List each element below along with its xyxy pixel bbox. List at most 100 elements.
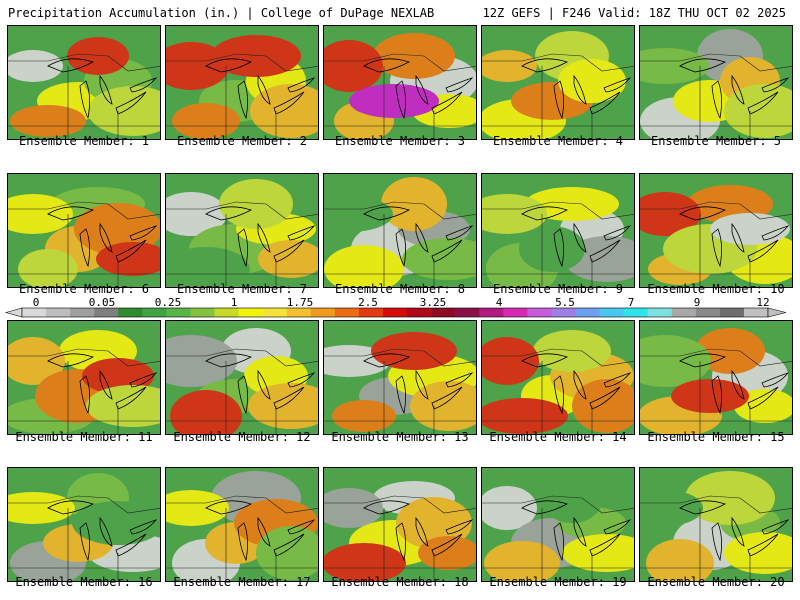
precip-area bbox=[640, 490, 703, 526]
great-lakes-outline bbox=[521, 353, 632, 415]
precip-area bbox=[724, 84, 792, 138]
colorbar-swatch bbox=[647, 308, 673, 317]
great-lakes-outline bbox=[679, 500, 790, 562]
precip-area bbox=[74, 203, 160, 255]
great-lakes-outline bbox=[47, 58, 158, 120]
ensemble-map-panel bbox=[323, 173, 477, 288]
ensemble-member-label: Ensemble Member: 3 bbox=[334, 134, 466, 148]
ensemble-map-panel bbox=[481, 173, 635, 288]
precip-map bbox=[640, 174, 792, 287]
colorbar-swatch bbox=[238, 308, 263, 317]
precip-area bbox=[381, 177, 447, 231]
precip-area bbox=[533, 330, 611, 372]
precip-area bbox=[8, 492, 75, 524]
state-borders bbox=[482, 201, 634, 287]
precip-map bbox=[8, 26, 160, 139]
precip-map bbox=[640, 468, 792, 581]
colorbar-swatch bbox=[479, 308, 504, 317]
colorbar-swatch bbox=[431, 308, 456, 317]
precip-map bbox=[640, 321, 792, 434]
ensemble-map-panel bbox=[481, 467, 635, 582]
ensemble-member-label: Ensemble Member: 14 bbox=[489, 430, 627, 444]
precip-area bbox=[640, 192, 701, 236]
precip-area bbox=[166, 335, 237, 387]
run-valid-time: 12Z GEFS | F246 Valid: 18Z THU OCT 02 20… bbox=[482, 6, 786, 20]
precip-area bbox=[172, 103, 240, 139]
great-lakes-outline bbox=[679, 58, 790, 120]
great-lakes-outline bbox=[363, 353, 474, 415]
ensemble-map-panel bbox=[323, 467, 477, 582]
precip-area bbox=[373, 33, 455, 79]
precip-area bbox=[646, 539, 714, 581]
precip-area bbox=[258, 240, 318, 278]
precip-area bbox=[685, 471, 775, 525]
ensemble-member-label: Ensemble Member: 9 bbox=[492, 282, 624, 296]
colorbar-swatch bbox=[286, 308, 312, 317]
colorbar-swatch bbox=[695, 308, 721, 317]
precip-area bbox=[72, 501, 160, 545]
precip-area bbox=[166, 490, 229, 526]
state-borders bbox=[482, 348, 634, 434]
great-lakes-outline bbox=[363, 206, 474, 268]
state-borders bbox=[324, 201, 476, 287]
ensemble-map-panel bbox=[165, 467, 319, 582]
colorbar-right-arrow bbox=[767, 307, 787, 318]
precip-area bbox=[250, 84, 318, 138]
precip-map bbox=[8, 468, 160, 581]
precip-area bbox=[525, 187, 619, 221]
precip-area bbox=[82, 358, 154, 394]
ensemble-member-label: Ensemble Member: 4 bbox=[492, 134, 624, 148]
precip-area bbox=[671, 379, 749, 413]
precip-map bbox=[8, 174, 160, 287]
precip-area bbox=[402, 238, 476, 280]
ensemble-map-panel bbox=[323, 25, 477, 140]
colorbar-tick-label: 12 bbox=[756, 296, 770, 309]
ensemble-map-panel bbox=[165, 25, 319, 140]
ensemble-map-panel bbox=[7, 320, 161, 435]
colorbar-swatch bbox=[503, 308, 528, 317]
colorbar-swatch bbox=[190, 308, 215, 317]
precip-area bbox=[166, 192, 227, 236]
ensemble-map-panel bbox=[7, 467, 161, 582]
ensemble-map-panel bbox=[639, 320, 793, 435]
precip-area bbox=[396, 497, 472, 549]
state-borders bbox=[8, 495, 160, 581]
ensemble-member-label: Ensemble Member: 18 bbox=[331, 575, 469, 589]
colorbar-tick-label: 2.5 bbox=[358, 296, 378, 309]
colorbar-swatch bbox=[575, 308, 600, 317]
state-borders bbox=[8, 348, 160, 434]
precip-area bbox=[166, 247, 250, 287]
precip-area bbox=[572, 379, 634, 433]
precip-area bbox=[482, 50, 537, 82]
colorbar-tick-label: 7 bbox=[627, 296, 635, 309]
precip-area bbox=[86, 385, 160, 427]
precipitation-colorbar bbox=[4, 307, 787, 318]
colorbar-swatch bbox=[671, 308, 697, 317]
colorbar-swatch bbox=[142, 308, 167, 317]
colorbar-swatch bbox=[407, 308, 432, 317]
precip-area bbox=[8, 50, 63, 82]
colorbar-swatch bbox=[551, 308, 576, 317]
colorbar-swatch bbox=[46, 308, 71, 317]
precip-map bbox=[482, 468, 634, 581]
colorbar-swatch bbox=[214, 308, 239, 317]
great-lakes-outline bbox=[521, 206, 632, 268]
colorbar-swatch bbox=[719, 308, 745, 317]
ensemble-member-label: Ensemble Member: 10 bbox=[647, 282, 785, 296]
ensemble-member-label: Ensemble Member: 12 bbox=[173, 430, 311, 444]
colorbar-tick-label: 9 bbox=[693, 296, 701, 309]
ensemble-map-panel bbox=[481, 25, 635, 140]
precip-area bbox=[170, 390, 242, 434]
precip-area bbox=[8, 337, 65, 385]
ensemble-member-label: Ensemble Member: 15 bbox=[647, 430, 785, 444]
ensemble-map-panel bbox=[639, 173, 793, 288]
colorbar-tick-label: 3.25 bbox=[419, 296, 447, 309]
precip-area bbox=[558, 59, 626, 103]
precip-map bbox=[482, 174, 634, 287]
colorbar-swatch bbox=[455, 308, 480, 317]
state-borders bbox=[482, 495, 634, 581]
colorbar-tick-label: 0.25 bbox=[154, 296, 182, 309]
state-borders bbox=[324, 495, 476, 581]
great-lakes-outline bbox=[205, 353, 316, 415]
precip-area bbox=[640, 335, 711, 387]
